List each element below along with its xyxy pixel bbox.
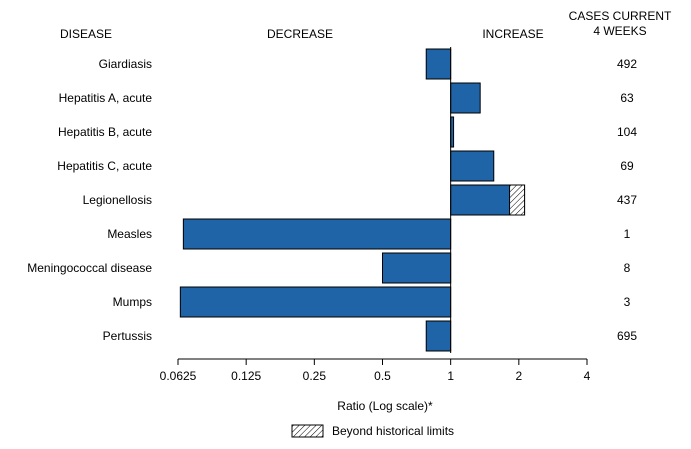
category-label-hepatitis-c-acute: Hepatitis C, acute [57,159,152,173]
category-label-mumps: Mumps [113,295,152,309]
x-axis: 0.0625 0.125 0.25 0.5 1 2 4 [160,358,591,383]
bar-pertussis [425,320,452,352]
cases-hepatitis-c-acute: 69 [620,159,634,173]
cases-meningococcal-disease: 8 [624,261,631,275]
x-tick-label-1: 1 [447,369,454,383]
cases-mumps: 3 [624,295,631,309]
cases-pertussis: 695 [617,329,637,343]
legend: Beyond historical limits [291,424,454,438]
bar-mumps [179,286,452,318]
cases-measles: 1 [624,227,631,241]
x-tick-label-0.5: 0.5 [374,369,391,383]
bar-giardiasis [425,48,452,80]
category-label-legionellosis: Legionellosis [83,193,152,207]
category-label-hepatitis-a-acute: Hepatitis A, acute [59,91,153,105]
case-counts: 492 63 104 69 437 1 8 3 695 [617,57,637,343]
bars-group [179,48,526,352]
x-tick-label-2: 2 [515,369,522,383]
x-tick-label-0.0625: 0.0625 [160,369,197,383]
header-cases-line1: CASES CURRENT [569,9,672,23]
bar-meningococcal-disease [382,252,452,284]
category-label-pertussis: Pertussis [103,329,152,343]
header-increase: INCREASE [482,27,543,41]
bar-hepatitis-a-acute [450,82,481,114]
x-tick-label-0.125: 0.125 [231,369,261,383]
cases-giardiasis: 492 [617,57,637,71]
header-cases-line2: 4 WEEKS [593,24,646,38]
bar-beyond-limits-legionellosis [509,184,526,216]
x-tick-label-4: 4 [584,369,591,383]
cases-legionellosis: 437 [617,193,637,207]
category-label-meningococcal-disease: Meningococcal disease [27,261,152,275]
x-tick-label-0.25: 0.25 [303,369,327,383]
header-disease: DISEASE [60,27,112,41]
legend-label: Beyond historical limits [332,424,454,438]
bar-hepatitis-c-acute [450,150,495,182]
cases-hepatitis-a-acute: 63 [620,91,634,105]
category-label-hepatitis-b-acute: Hepatitis B, acute [58,125,152,139]
category-label-measles: Measles [107,227,152,241]
bar-measles [182,218,452,250]
cases-hepatitis-b-acute: 104 [617,125,637,139]
x-axis-label: Ratio (Log scale)* [337,399,433,413]
category-labels: Giardiasis Hepatitis A, acute Hepatitis B,… [27,57,152,343]
legend-hatch-swatch [291,424,324,438]
category-label-giardiasis: Giardiasis [99,57,152,71]
header-decrease: DECREASE [267,27,333,41]
